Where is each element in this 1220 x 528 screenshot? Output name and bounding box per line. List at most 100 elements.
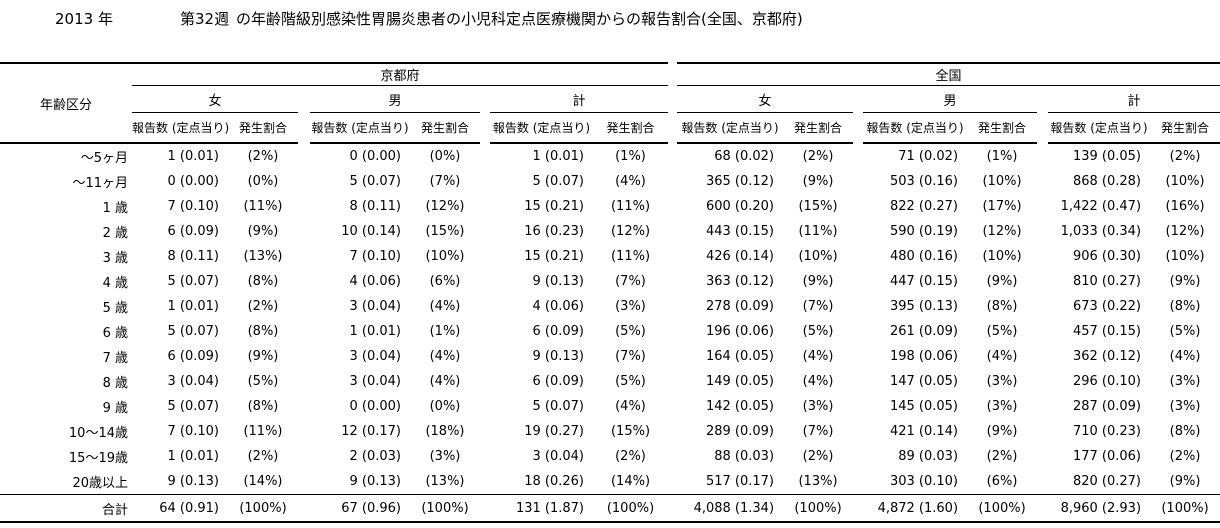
spacer-cell	[480, 469, 490, 495]
rate-cell: (4%)	[986, 349, 1018, 364]
gender-header-kyoto-male: 男	[310, 85, 480, 113]
rate-cell: (2%)	[247, 149, 279, 164]
rate-cell: (10%)	[982, 174, 1022, 189]
rate-cell: (4%)	[802, 349, 834, 364]
spacer-cell	[668, 369, 677, 394]
count-cell: 9 (0.13)	[349, 474, 402, 489]
count-cell: 426 (0.14)	[705, 249, 775, 264]
count-cell: 196 (0.06)	[705, 324, 775, 339]
spacer-cell	[853, 113, 863, 144]
count-cell: 480 (0.16)	[889, 249, 959, 264]
count-header: 報告数 (定点当り)	[132, 112, 229, 144]
table-row: 7 歳 6 (0.09) (9%) 3 (0.04) (4%) 9 (0.13) (7%) 1…	[0, 344, 1220, 369]
age-column-header: 年齢区分	[0, 62, 132, 144]
count-cell: 6 (0.09)	[532, 324, 585, 339]
spacer-cell	[668, 344, 677, 369]
title-text: の年齢階級別感染性胃腸炎患者の小児科定点医療機関からの報告割合(全国、京都府)	[236, 10, 803, 28]
rate-cell: (9%)	[247, 349, 279, 364]
spacer-cell	[298, 244, 310, 269]
rate-cell: (2%)	[1169, 149, 1201, 164]
rate-cell: (11%)	[243, 424, 283, 439]
spacer-cell	[853, 294, 863, 319]
count-cell: 7 (0.10)	[349, 249, 402, 264]
rate-cell: (11%)	[798, 224, 838, 239]
count-cell: 68 (0.02)	[714, 149, 775, 164]
count-header: 報告数 (定点当り)	[863, 112, 968, 144]
table-row: 〜11ヶ月 0 (0.00) (0%) 5 (0.07) (7%) 5 (0.07) (4%…	[0, 169, 1220, 194]
spacer-cell	[298, 344, 310, 369]
spacer-cell	[1037, 444, 1048, 469]
rate-cell: (9%)	[802, 274, 834, 289]
rate-cell: (14%)	[610, 474, 651, 489]
spacer-cell	[1037, 319, 1048, 344]
rate-cell: (3%)	[986, 399, 1018, 414]
spacer-cell	[853, 444, 863, 469]
table-row: 3 歳 8 (0.11) (13%) 7 (0.10) (10%) 15 (0.21) (1…	[0, 244, 1220, 269]
rate-cell: (13%)	[425, 474, 465, 489]
spacer-cell	[1037, 113, 1048, 144]
rate-cell: (8%)	[247, 324, 279, 339]
rate-cell: (11%)	[610, 249, 651, 264]
spacer-cell	[668, 494, 678, 523]
spacer-cell	[853, 369, 863, 394]
count-cell: 2 (0.03)	[349, 449, 402, 464]
rate-cell: (12%)	[982, 224, 1022, 239]
rate-cell: (8%)	[247, 399, 279, 414]
spacer-cell	[1037, 269, 1048, 294]
spacer-cell	[298, 86, 310, 113]
count-cell: 198 (0.06)	[889, 349, 959, 364]
table-row: 9 歳 5 (0.07) (8%) 0 (0.00) (0%) 5 (0.07) (4%) 1…	[0, 394, 1220, 419]
rate-cell: (7%)	[615, 349, 646, 364]
count-cell: 3 (0.04)	[349, 299, 402, 314]
count-cell: 6 (0.09)	[167, 224, 220, 239]
spacer-cell	[853, 86, 863, 113]
rate-cell: (4%)	[429, 349, 461, 364]
rate-header: 発生割合	[1150, 112, 1220, 144]
count-cell: 4,088 (1.34)	[677, 494, 784, 523]
count-cell: 289 (0.09)	[705, 424, 775, 439]
rate-cell: (2%)	[1169, 449, 1201, 464]
count-cell: 9 (0.13)	[167, 474, 220, 489]
rate-cell: (17%)	[982, 199, 1022, 214]
rate-cell: (2%)	[986, 449, 1018, 464]
count-cell: 443 (0.15)	[705, 224, 775, 239]
rate-cell: (11%)	[610, 199, 651, 214]
count-cell: 363 (0.12)	[705, 274, 775, 289]
count-cell: 0 (0.00)	[349, 149, 402, 164]
rate-cell: (1%)	[986, 149, 1018, 164]
rate-cell: (3%)	[986, 374, 1018, 389]
total-row: 合計 64 (0.91) (100%) 67 (0.96) (100%) 131 (1.8…	[0, 494, 1220, 523]
rate-cell: (9%)	[247, 224, 279, 239]
spacer-cell	[480, 444, 490, 469]
spacer-cell	[668, 469, 677, 495]
spacer-cell	[1037, 194, 1048, 219]
spacer-cell	[1037, 143, 1048, 169]
spacer-cell	[853, 394, 863, 419]
spacer-cell	[668, 219, 677, 244]
metric-header-row: 報告数 (定点当り) 発生割合 報告数 (定点当り) 発生割合 報告数 (定点当…	[0, 112, 1220, 144]
rate-cell: (5%)	[247, 374, 279, 389]
rate-cell: (7%)	[615, 274, 646, 289]
rate-cell: (15%)	[425, 224, 465, 239]
count-cell: 1 (0.01)	[167, 149, 220, 164]
table-row: 6 歳 5 (0.07) (8%) 1 (0.01) (1%) 6 (0.09) (5%) 1…	[0, 319, 1220, 344]
spacer-cell	[668, 169, 677, 194]
spacer-cell	[668, 444, 677, 469]
spacer-cell	[298, 219, 310, 244]
gender-header-kyoto-total: 計	[490, 85, 669, 113]
rate-cell: (10%)	[982, 249, 1022, 264]
count-cell: 142 (0.05)	[705, 399, 775, 414]
rate-cell: (3%)	[1169, 399, 1201, 414]
table-row: 〜5ヶ月 1 (0.01) (2%) 0 (0.00) (0%) 1 (0.01) (1%)…	[0, 143, 1220, 169]
spacer-cell	[853, 169, 863, 194]
rate-cell: (8%)	[1169, 299, 1201, 314]
count-header: 報告数 (定点当り)	[1048, 112, 1151, 144]
count-cell: 1,422 (0.47)	[1060, 199, 1142, 214]
rate-cell: (2%)	[802, 449, 834, 464]
rate-cell: (5%)	[1169, 324, 1201, 339]
spacer-cell	[480, 169, 490, 194]
rate-cell: (9%)	[1169, 474, 1201, 489]
count-header: 報告数 (定点当り)	[490, 112, 593, 144]
count-cell: 164 (0.05)	[705, 349, 775, 364]
spacer-cell	[298, 394, 310, 419]
